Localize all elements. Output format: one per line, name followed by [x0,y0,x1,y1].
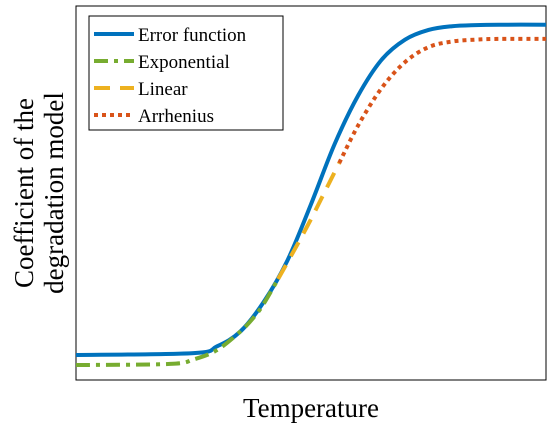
x-axis-label: Temperature [243,393,379,423]
series-layer [75,22,547,368]
legend-label-arrhenius: Arrhenius [138,106,214,127]
legend-label-linear: Linear [138,79,188,100]
y-axis-label-line-1: Coefficient of the [9,98,39,288]
legend: Error function Exponential Linear Arrhen… [88,15,284,131]
series-line-exponential [75,278,280,368]
legend-label-error-function: Error function [138,25,247,46]
legend-label-exponential: Exponential [138,52,230,73]
series-line-linear [276,162,341,280]
series-line-error-function [75,22,547,357]
y-axis-label-line-2: degradation model [39,92,69,294]
